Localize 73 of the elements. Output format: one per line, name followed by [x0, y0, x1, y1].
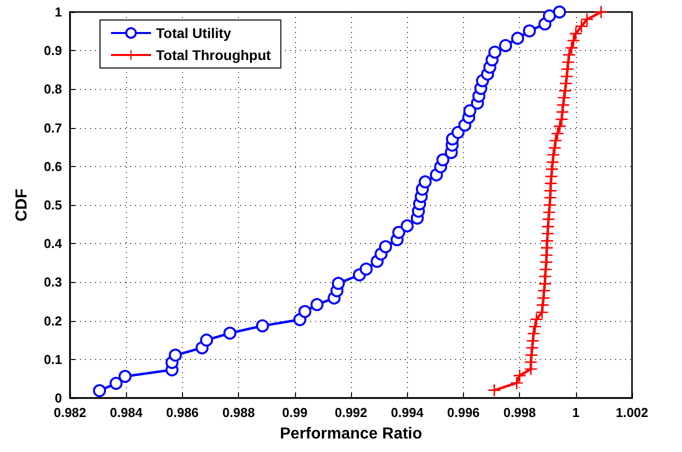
y-tick-label: 0.8 — [44, 82, 62, 97]
y-tick-label: 0.2 — [44, 313, 62, 328]
point — [528, 328, 540, 340]
y-tick-label: 0.7 — [44, 120, 62, 136]
x-tick-label: 0.994 — [390, 405, 424, 420]
point — [547, 148, 560, 161]
point — [298, 305, 312, 318]
point — [93, 384, 106, 398]
point — [522, 24, 536, 38]
point — [499, 39, 512, 52]
point — [256, 319, 269, 332]
point — [511, 32, 524, 45]
x-tick-label: 0.984 — [110, 405, 144, 420]
x-tick-label: 0.988 — [222, 405, 255, 420]
y-tick-label: 1 — [54, 4, 62, 20]
x-tick-label: 1.002 — [616, 405, 648, 420]
point — [400, 219, 414, 232]
x-tick-label: 0.99 — [282, 405, 308, 420]
point — [561, 63, 574, 76]
y-axis-title: CDF — [14, 188, 30, 222]
point — [560, 77, 572, 90]
point — [548, 142, 561, 154]
y-tick-label: 0 — [54, 390, 62, 406]
point — [360, 262, 373, 276]
point — [542, 9, 556, 22]
y-tick-label: 0.4 — [44, 236, 63, 252]
point — [452, 126, 465, 139]
point — [552, 128, 564, 140]
point — [200, 334, 214, 347]
point — [563, 48, 576, 61]
legend-label: Total Throughput — [156, 47, 272, 63]
point — [510, 376, 523, 389]
point — [529, 320, 542, 333]
y-tick-label: 0.3 — [44, 274, 62, 290]
point — [530, 313, 542, 326]
x-tick-label: 0.982 — [54, 405, 86, 420]
x-tick-label: 0.986 — [166, 405, 199, 420]
point — [168, 348, 182, 362]
point — [570, 28, 582, 40]
point — [550, 134, 562, 147]
point — [562, 56, 574, 68]
point — [379, 240, 392, 254]
point — [554, 120, 566, 132]
legend-label: Total Utility — [156, 25, 232, 41]
point — [553, 6, 566, 18]
point — [581, 13, 594, 26]
point — [418, 175, 432, 188]
x-tick-label: 0.992 — [334, 405, 368, 420]
point — [488, 46, 502, 59]
x-tick-label: 0.996 — [447, 405, 480, 420]
point — [332, 276, 345, 290]
x-tick-label: 0.998 — [503, 405, 536, 420]
y-tick-label: 0.5 — [44, 198, 62, 212]
x-axis-title: Performance Ratio — [280, 426, 422, 442]
point — [223, 326, 236, 340]
point — [392, 226, 406, 239]
point — [118, 370, 132, 383]
point — [110, 376, 123, 390]
y-tick-label: 0.6 — [44, 158, 62, 174]
point — [575, 20, 588, 32]
point — [546, 163, 558, 176]
x-tick-label: 1 — [572, 405, 580, 420]
point — [526, 334, 539, 347]
point — [488, 384, 500, 396]
point — [310, 298, 324, 312]
y-tick-label: 0.9 — [44, 43, 62, 58]
point — [463, 104, 476, 118]
point — [568, 34, 580, 47]
point — [566, 42, 578, 54]
point — [525, 349, 538, 362]
point — [514, 370, 526, 382]
point — [436, 153, 450, 166]
y-tick-label: 0.1 — [44, 352, 62, 367]
